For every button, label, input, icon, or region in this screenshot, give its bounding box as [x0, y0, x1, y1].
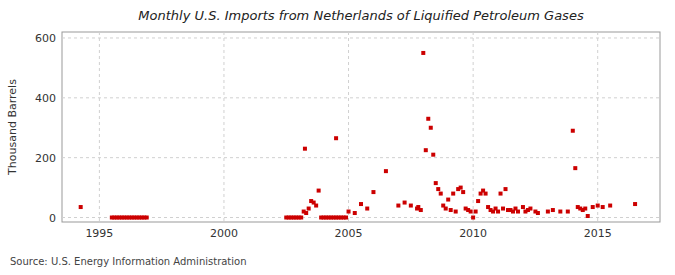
x-grid-line: [99, 32, 100, 222]
point: [496, 210, 500, 214]
point: [558, 210, 562, 214]
point: [501, 207, 505, 211]
point: [334, 136, 338, 140]
point: [546, 210, 550, 214]
point: [434, 181, 438, 185]
point: [436, 187, 440, 191]
point: [454, 210, 458, 214]
point: [371, 190, 375, 194]
y-grid-line: [62, 37, 660, 38]
plot-frame: [62, 32, 660, 222]
point: [591, 205, 595, 209]
point: [449, 208, 453, 212]
point: [419, 208, 423, 212]
point: [521, 205, 525, 209]
point: [145, 216, 149, 220]
point: [504, 187, 508, 191]
point: [528, 207, 532, 211]
point: [409, 204, 413, 208]
point: [551, 208, 555, 212]
point: [353, 211, 357, 215]
point: [459, 186, 463, 190]
point: [307, 207, 311, 211]
title: Monthly U.S. Imports from Netherlands of…: [138, 8, 584, 23]
points: [79, 51, 637, 220]
point: [601, 205, 605, 209]
point: [586, 214, 590, 218]
point: [303, 147, 307, 151]
x-tick-label: 2010: [459, 227, 487, 240]
point: [573, 166, 577, 170]
point: [344, 216, 348, 220]
point: [583, 207, 587, 211]
y-grid-line: [62, 157, 660, 158]
point: [476, 199, 480, 203]
point: [536, 211, 540, 215]
x-grid-line: [473, 32, 474, 222]
source: Source: U.S. Energy Information Administ…: [10, 256, 247, 267]
point: [596, 204, 600, 208]
x-tick-label: 2005: [335, 227, 363, 240]
point: [424, 148, 428, 152]
point: [365, 207, 369, 211]
x-grid-line: [597, 32, 598, 222]
point: [426, 117, 430, 121]
x-grid-line: [348, 32, 349, 222]
point: [474, 210, 478, 214]
y-tick-label: 400: [35, 92, 56, 105]
y-grid-line: [62, 97, 660, 98]
point: [516, 210, 520, 214]
point: [608, 204, 612, 208]
x-grid-line: [223, 32, 224, 222]
chart: 0 200 400 600 1995 2000 2005 2010 2015 Monthly U.…: [0, 0, 675, 275]
x-tick-label: 2015: [584, 227, 612, 240]
point: [566, 210, 570, 214]
point: [446, 198, 450, 202]
x-tick-label: 1995: [85, 227, 113, 240]
y-tick-label: 200: [35, 152, 56, 165]
point: [439, 192, 443, 196]
point: [429, 126, 433, 130]
point: [469, 210, 473, 214]
point: [484, 192, 488, 196]
point: [347, 210, 351, 214]
point: [359, 202, 363, 206]
point: [431, 153, 435, 157]
y-grid-line: [62, 217, 660, 218]
point: [633, 202, 637, 206]
y-tick-label: 600: [35, 32, 56, 45]
point: [79, 205, 83, 209]
point: [451, 192, 455, 196]
y-tick-label: 0: [49, 212, 56, 225]
x-tick-label: 2000: [210, 227, 238, 240]
point: [421, 51, 425, 55]
point: [299, 216, 303, 220]
point: [317, 189, 321, 193]
point: [499, 192, 503, 196]
point: [571, 129, 575, 133]
point: [444, 207, 448, 211]
point: [304, 211, 308, 215]
y-axis-label: Thousand Barrels: [6, 79, 19, 176]
point: [403, 201, 407, 205]
point: [471, 216, 475, 220]
point: [461, 190, 465, 194]
point: [384, 169, 388, 173]
point: [314, 204, 318, 208]
point: [396, 204, 400, 208]
